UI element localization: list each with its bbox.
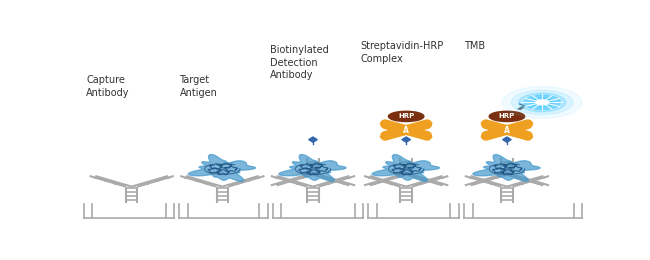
Text: Streptavidin-HRP
Complex: Streptavidin-HRP Complex	[361, 41, 444, 64]
Text: A: A	[504, 126, 510, 134]
Polygon shape	[426, 135, 432, 137]
Text: A: A	[403, 126, 409, 134]
Text: TMB: TMB	[464, 41, 485, 51]
Circle shape	[502, 87, 582, 118]
Polygon shape	[526, 135, 533, 137]
Polygon shape	[481, 123, 488, 125]
Polygon shape	[402, 137, 410, 142]
Text: Capture
Antibody: Capture Antibody	[86, 75, 130, 98]
Circle shape	[519, 93, 566, 112]
Polygon shape	[380, 135, 387, 137]
Text: Target
Antigen: Target Antigen	[179, 75, 217, 98]
Circle shape	[512, 90, 573, 115]
Polygon shape	[372, 154, 439, 181]
Polygon shape	[426, 123, 432, 125]
Polygon shape	[188, 154, 255, 181]
Polygon shape	[309, 137, 317, 142]
Text: HRP: HRP	[499, 113, 515, 119]
Text: Biotinylated
Detection
Antibody: Biotinylated Detection Antibody	[270, 45, 329, 80]
Polygon shape	[502, 137, 511, 142]
Ellipse shape	[389, 111, 424, 121]
Ellipse shape	[489, 111, 525, 121]
Polygon shape	[380, 123, 387, 125]
Circle shape	[536, 100, 549, 105]
Polygon shape	[526, 123, 533, 125]
Text: HRP: HRP	[398, 113, 414, 119]
Polygon shape	[473, 154, 540, 181]
Circle shape	[531, 98, 553, 107]
Polygon shape	[279, 154, 346, 181]
Circle shape	[524, 95, 560, 110]
Polygon shape	[481, 135, 488, 137]
